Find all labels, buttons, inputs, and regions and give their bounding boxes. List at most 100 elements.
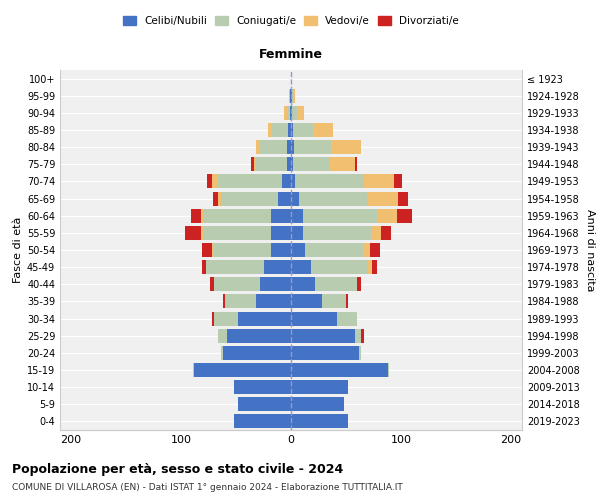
- Bar: [291, 363, 388, 377]
- Bar: [225, 294, 256, 308]
- Bar: [293, 88, 295, 102]
- Bar: [238, 398, 291, 411]
- Bar: [291, 174, 295, 188]
- Bar: [299, 192, 367, 205]
- Bar: [398, 192, 407, 205]
- Bar: [295, 140, 331, 154]
- Bar: [282, 174, 291, 188]
- Y-axis label: Fasce di età: Fasce di età: [13, 217, 23, 283]
- Bar: [272, 123, 288, 137]
- Bar: [287, 158, 291, 172]
- Bar: [291, 158, 293, 172]
- Bar: [256, 140, 260, 154]
- Text: COMUNE DI VILLAROSA (EN) - Dati ISTAT 1° gennaio 2024 - Elaborazione TUTTITALIA.: COMUNE DI VILLAROSA (EN) - Dati ISTAT 1°…: [12, 482, 403, 492]
- Bar: [185, 226, 201, 240]
- Bar: [289, 88, 290, 102]
- Bar: [227, 328, 291, 342]
- Bar: [202, 260, 206, 274]
- Bar: [370, 243, 380, 257]
- Bar: [291, 260, 311, 274]
- Bar: [268, 123, 272, 137]
- Bar: [218, 174, 282, 188]
- Bar: [362, 243, 370, 257]
- Y-axis label: Anni di nascita: Anni di nascita: [585, 209, 595, 291]
- Bar: [238, 312, 291, 326]
- Bar: [291, 140, 295, 154]
- Bar: [234, 380, 291, 394]
- Bar: [206, 260, 263, 274]
- Bar: [388, 363, 389, 377]
- Bar: [203, 208, 271, 222]
- Bar: [194, 363, 291, 377]
- Bar: [292, 88, 293, 102]
- Bar: [256, 158, 287, 172]
- Bar: [371, 226, 381, 240]
- Bar: [397, 208, 412, 222]
- Bar: [357, 278, 361, 291]
- Bar: [292, 106, 296, 120]
- Legend: Celibi/Nubili, Coniugati/e, Vedovi/e, Divorziati/e: Celibi/Nubili, Coniugati/e, Vedovi/e, Di…: [121, 14, 461, 28]
- Text: Femmine: Femmine: [259, 48, 323, 61]
- Bar: [291, 123, 293, 137]
- Bar: [291, 346, 359, 360]
- Bar: [212, 174, 218, 188]
- Bar: [193, 363, 194, 377]
- Bar: [214, 243, 271, 257]
- Bar: [284, 106, 287, 120]
- Bar: [291, 278, 315, 291]
- Bar: [293, 123, 313, 137]
- Bar: [291, 192, 299, 205]
- Bar: [260, 140, 287, 154]
- Bar: [271, 208, 291, 222]
- Bar: [221, 346, 223, 360]
- Bar: [293, 158, 329, 172]
- Bar: [346, 294, 348, 308]
- Bar: [201, 226, 203, 240]
- Bar: [291, 208, 303, 222]
- Bar: [303, 208, 377, 222]
- Bar: [218, 328, 227, 342]
- Bar: [288, 123, 291, 137]
- Bar: [271, 243, 291, 257]
- Bar: [329, 158, 355, 172]
- Bar: [355, 328, 361, 342]
- Bar: [313, 123, 333, 137]
- Bar: [212, 243, 214, 257]
- Bar: [203, 226, 271, 240]
- Bar: [278, 192, 291, 205]
- Text: Popolazione per età, sesso e stato civile - 2024: Popolazione per età, sesso e stato civil…: [12, 462, 343, 475]
- Bar: [364, 174, 394, 188]
- Bar: [212, 312, 214, 326]
- Bar: [260, 278, 291, 291]
- Bar: [291, 226, 303, 240]
- Bar: [291, 106, 292, 120]
- Bar: [263, 260, 291, 274]
- Bar: [254, 158, 256, 172]
- Bar: [315, 278, 357, 291]
- Bar: [214, 278, 260, 291]
- Bar: [296, 106, 304, 120]
- Bar: [208, 174, 212, 188]
- Bar: [209, 278, 214, 291]
- Bar: [291, 398, 344, 411]
- Bar: [214, 312, 238, 326]
- Bar: [256, 294, 291, 308]
- Bar: [202, 243, 212, 257]
- Bar: [394, 174, 402, 188]
- Bar: [221, 192, 278, 205]
- Bar: [291, 380, 348, 394]
- Bar: [373, 260, 377, 274]
- Bar: [291, 294, 322, 308]
- Bar: [311, 260, 368, 274]
- Bar: [223, 346, 291, 360]
- Bar: [322, 294, 346, 308]
- Bar: [359, 346, 361, 360]
- Bar: [305, 243, 362, 257]
- Bar: [295, 174, 364, 188]
- Bar: [381, 226, 391, 240]
- Bar: [287, 140, 291, 154]
- Bar: [291, 243, 305, 257]
- Bar: [287, 106, 290, 120]
- Bar: [234, 414, 291, 428]
- Bar: [271, 226, 291, 240]
